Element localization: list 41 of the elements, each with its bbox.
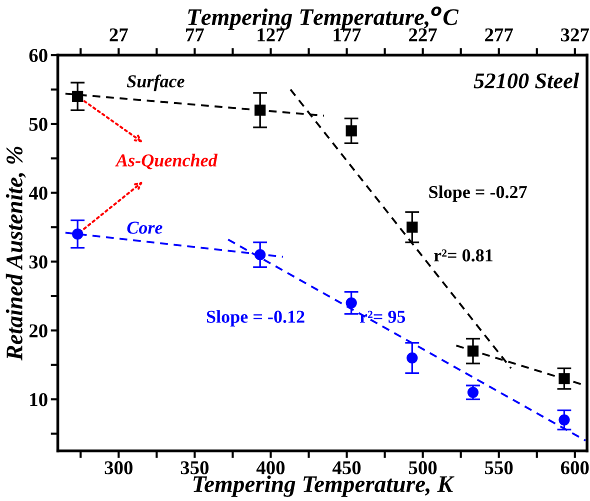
x-tick-label: 300 [104, 461, 132, 474]
x2-tick-label: 127 [258, 28, 285, 42]
x-tick-label: 400 [256, 461, 285, 474]
x2-tick-label: 227 [409, 28, 437, 42]
y-tick-label: 30 [29, 255, 48, 269]
x-axis-title: Tempering Temperature, K [194, 475, 454, 497]
annotation: Core [127, 222, 162, 234]
y-tick-label: 20 [29, 324, 48, 338]
x-tick-label: 350 [180, 461, 209, 474]
point [72, 228, 84, 240]
x-tick-label: 450 [332, 461, 361, 474]
y-tick-label: 60 [29, 48, 48, 62]
annotation: 52100 Steel [474, 72, 580, 88]
point [346, 125, 357, 136]
y-tick-label: 10 [30, 393, 48, 406]
x2-tick-label: 27 [110, 28, 128, 42]
x2-tick-label: 327 [561, 28, 589, 42]
point [467, 346, 479, 357]
point [558, 414, 570, 426]
x2-tick-label: 177 [334, 28, 361, 42]
y-tick-label: 50 [29, 118, 48, 131]
annotation: Slope = -0.27 [429, 185, 527, 202]
x-tick-label: 600 [560, 461, 589, 474]
x2-axis-title: Tempering Temperature,$^{o}$C [188, 6, 459, 30]
point [406, 352, 418, 364]
annotation: As-Quenched [115, 154, 218, 170]
point [558, 373, 570, 384]
point [254, 249, 266, 260]
point [406, 222, 418, 233]
annotation: Slope = -0.12 [206, 310, 304, 326]
y-tick-label: 40 [28, 186, 48, 200]
x-tick-label: 550 [485, 461, 513, 474]
x2-tick-label: 277 [485, 28, 513, 42]
annotation: r²= 0.81 [434, 249, 492, 262]
x2-tick-label: 77 [186, 28, 204, 42]
x-tick-label: 500 [409, 461, 437, 474]
annotation: Surface [126, 74, 184, 92]
point [72, 90, 84, 102]
point [254, 104, 266, 116]
point [346, 297, 357, 308]
y-axis-title: Retained Austenite, % [6, 146, 26, 360]
